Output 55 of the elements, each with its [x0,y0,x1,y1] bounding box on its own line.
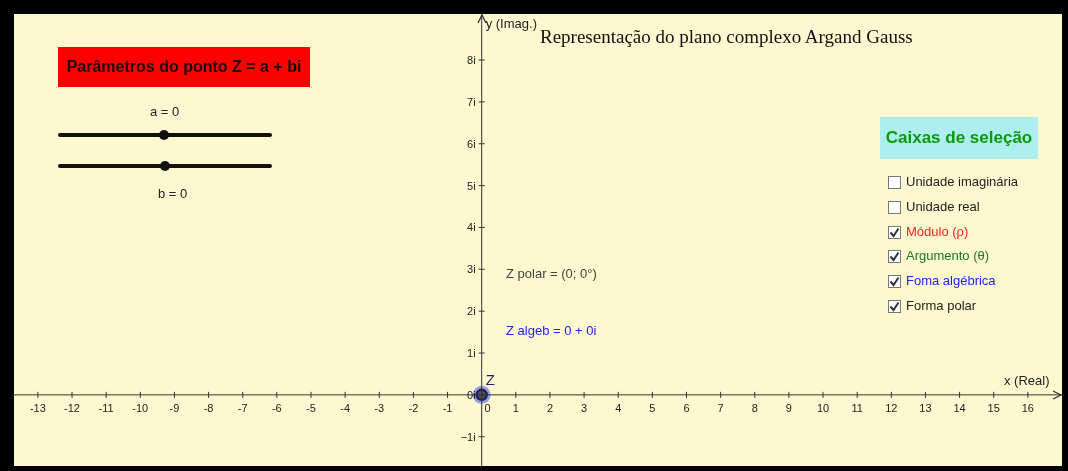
annotation: Argumento (θ) [906,248,990,264]
x-tick-label: -8 [203,401,214,414]
annotation: Z [485,370,495,388]
x-tick-label: -11 [98,401,114,414]
annotation: Módulo (ρ) [906,223,969,239]
x-tick-label: 2 [546,401,554,414]
x-tick-label: 7 [717,401,724,414]
annotation: Unidade imaginária [906,174,1019,189]
x-tick-label: -13 [29,401,46,414]
y-tick-label: 1i [467,347,476,359]
x-tick-label: 11 [851,401,863,414]
x-tick-label: 9 [785,401,792,414]
x-tick-label: -6 [271,401,282,414]
annotation: Z polar = (0; 0°) [506,266,597,281]
x-tick-label: -9 [169,401,180,414]
y-tick-label: 5i [467,179,476,192]
annotation: b = 0 [158,186,188,201]
x-tick-label: -5 [306,401,316,414]
x-axis-title: x (Real) [1004,372,1050,388]
x-tick-label: 16 [1021,401,1034,414]
x-tick-label: 10 [816,401,830,414]
y-tick-label: 3i [467,263,476,276]
x-tick-label: 6 [683,401,690,414]
text: Representação do plano complexo Argand Gauss [540,26,913,47]
x-tick-label: 1 [512,401,519,414]
x-tick-label: -12 [64,401,80,414]
annotation: Caixas de seleção [885,128,1033,148]
x-tick-label: 14 [953,401,966,414]
x-tick-label: 3 [581,401,588,414]
y-tick-label: 7i [467,95,476,108]
y-tick-label: 6i [467,137,476,150]
annotation: Z algeb = 0 + 0i [506,323,597,338]
y-tick-label: 4i [467,221,476,234]
x-tick-label: 4 [615,401,622,414]
x-tick-label: -2 [408,401,419,414]
annotation: Foma algébrica [906,273,996,289]
x-tick-label: 13 [919,401,932,414]
x-tick-label: -10 [132,401,149,414]
x-tick-label: -3 [374,401,385,414]
x-tick-label: 12 [885,401,898,414]
x-tick-label: -1 [442,401,453,414]
x-tick-label: 8 [751,401,758,414]
annotation: a = 0 [150,104,180,119]
annotation: Forma polar [906,298,977,313]
annotation: Unidade real [906,198,980,214]
y-axis-title: y (Imag.) [485,16,537,31]
x-tick-label: 5 [649,401,656,414]
x-tick-label: 0 [484,401,491,414]
y-tick-label: 8i [467,54,476,67]
annotation: Parâmetros do ponto Z = a + bi [66,58,302,76]
y-tick-label: 2i [467,305,476,318]
x-tick-label: -4 [340,401,351,414]
x-tick-label: 15 [987,401,1000,414]
x-tick-label: -7 [237,401,248,414]
y-tick-label: −1i [460,430,476,443]
